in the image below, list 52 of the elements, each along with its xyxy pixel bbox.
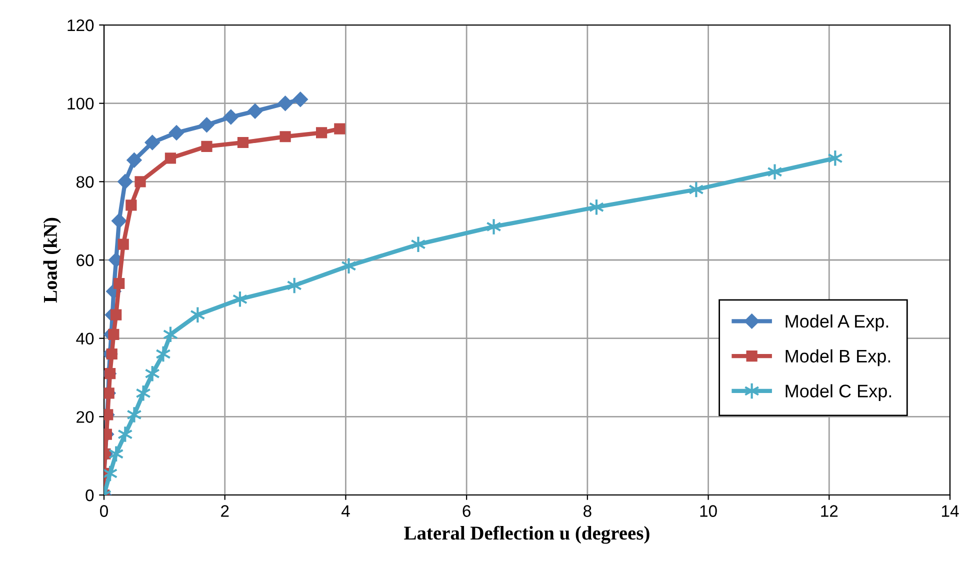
point: [104, 464, 118, 482]
point: [223, 109, 238, 125]
point: [164, 152, 176, 164]
point: [104, 368, 116, 380]
point: [767, 163, 782, 181]
y-tick-label: 120: [68, 19, 94, 32]
point: [334, 123, 346, 134]
point: [248, 104, 263, 119]
y-tick-label: 60: [76, 254, 94, 266]
point: [104, 388, 114, 399]
y-tick-label: 40: [76, 332, 94, 345]
x-tick-label: 4: [341, 505, 350, 517]
legend-label: Model B Exp.: [786, 349, 890, 366]
point: [118, 174, 133, 190]
point: [201, 140, 212, 152]
point: [144, 134, 160, 150]
x-tick-label: 14: [942, 505, 959, 517]
point: [237, 136, 249, 148]
point: [341, 257, 356, 275]
x-tick-label: 8: [584, 505, 592, 517]
point: [126, 152, 142, 168]
point: [112, 213, 127, 228]
x-tick-label: 10: [700, 505, 717, 517]
point: [410, 236, 426, 254]
point: [316, 127, 328, 138]
point: [114, 278, 125, 290]
point: [168, 125, 184, 140]
point: [108, 328, 120, 340]
point: [292, 92, 308, 107]
point: [136, 384, 151, 402]
point: [134, 176, 146, 188]
y-axis-title: Load (kN): [43, 218, 61, 303]
y-tick-label: 80: [76, 176, 94, 188]
y-tick-label: 100: [68, 98, 94, 110]
x-tick-label: 6: [462, 505, 470, 517]
legend-label: Model A Exp.: [786, 314, 888, 332]
point: [126, 406, 142, 424]
legend-label: Model C Exp.: [786, 384, 892, 402]
y-tick-label: 0: [86, 489, 94, 502]
point: [280, 131, 291, 142]
point: [126, 200, 137, 211]
point: [156, 345, 171, 363]
point: [486, 218, 502, 236]
x-axis-title: Lateral Deflection u (degrees): [404, 526, 650, 544]
x-tick-label: 12: [821, 505, 838, 517]
point: [199, 117, 214, 132]
point: [118, 238, 129, 250]
x-tick-label: 0: [100, 505, 108, 517]
point: [278, 96, 293, 111]
x-tick-label: 2: [221, 505, 229, 517]
y-tick-label: 20: [76, 411, 94, 423]
point: [110, 309, 122, 320]
